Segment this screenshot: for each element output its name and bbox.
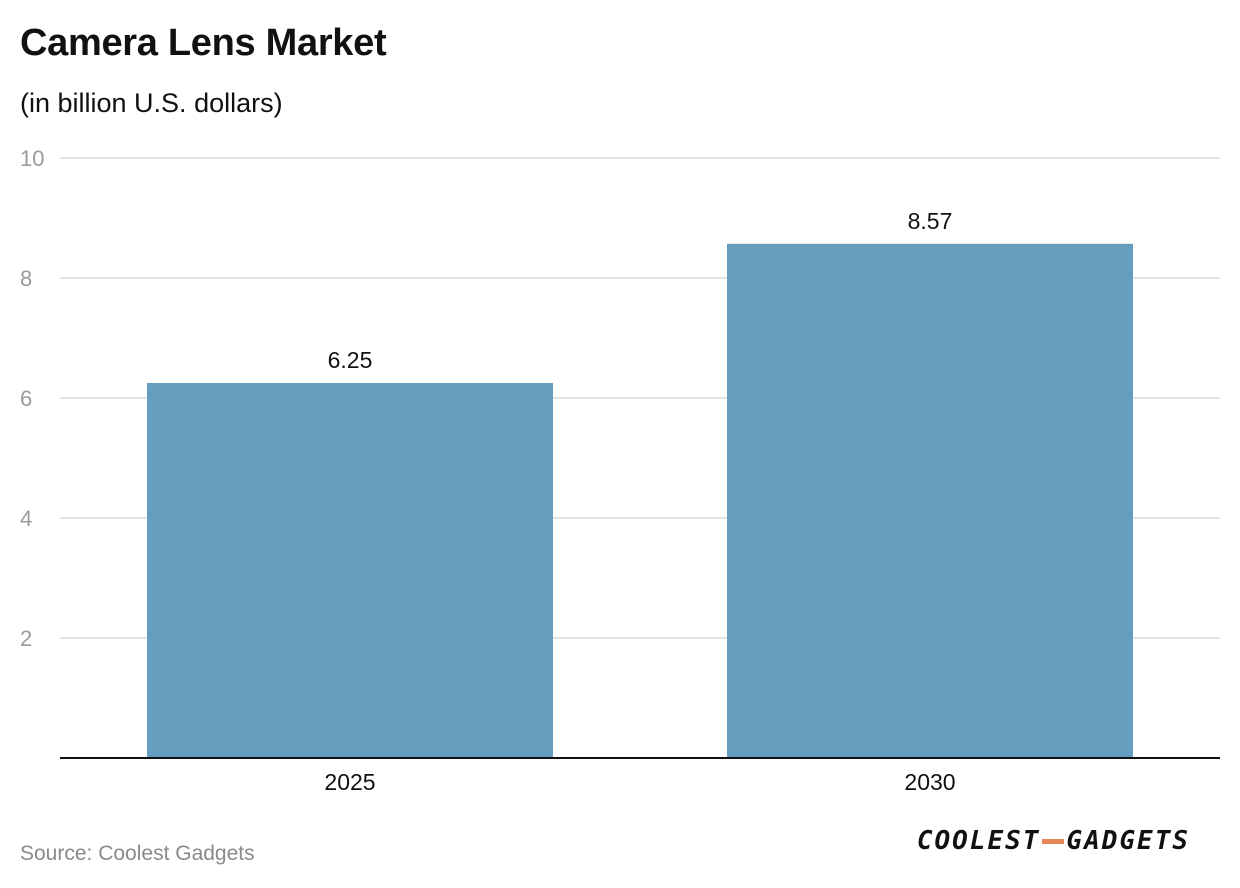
bar-2025	[147, 383, 553, 758]
data-label: 6.25	[328, 347, 373, 373]
logo-dash	[1042, 839, 1065, 844]
logo-left-text: COOLEST	[916, 826, 1041, 856]
y-tick-label: 8	[20, 266, 32, 291]
x-tick-label: 2025	[324, 769, 375, 795]
data-label: 8.57	[908, 208, 953, 234]
logo-right-text: GADGETS	[1066, 826, 1190, 856]
y-axis-ticks: 2 4 6 8 10	[20, 146, 44, 651]
y-tick-label: 4	[20, 506, 32, 531]
source-note: Source: Coolest Gadgets	[20, 842, 255, 865]
brand-logo: COOLEST GADGETS	[917, 826, 1190, 856]
x-tick-label: 2030	[904, 769, 955, 795]
y-tick-label: 6	[20, 386, 32, 411]
x-axis-ticks: 2025 2030	[324, 769, 955, 795]
y-tick-label: 2	[20, 626, 32, 651]
bars	[147, 243, 1133, 759]
data-labels: 6.25 8.57	[328, 208, 953, 373]
chart-subtitle: (in billion U.S. dollars)	[20, 88, 283, 118]
y-tick-label: 10	[20, 146, 44, 171]
bar-2030	[727, 243, 1133, 759]
chart-title: Camera Lens Market	[20, 22, 387, 64]
